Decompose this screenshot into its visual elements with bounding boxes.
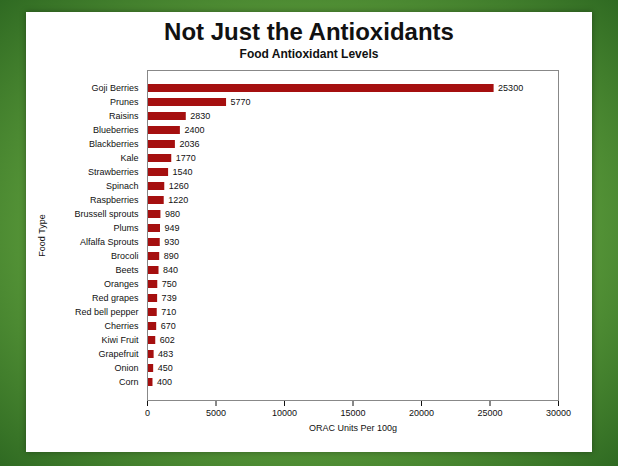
svg-text:5770: 5770	[231, 97, 251, 107]
svg-text:750: 750	[162, 279, 177, 289]
svg-text:15000: 15000	[340, 408, 365, 418]
svg-text:2830: 2830	[190, 111, 210, 121]
svg-text:0: 0	[145, 408, 150, 418]
svg-text:2400: 2400	[184, 125, 204, 135]
svg-text:Corn: Corn	[119, 377, 139, 387]
svg-text:1260: 1260	[169, 181, 189, 191]
svg-text:Brocoli: Brocoli	[111, 251, 139, 261]
svg-text:Blueberries: Blueberries	[93, 125, 139, 135]
svg-text:25000: 25000	[477, 408, 502, 418]
svg-text:Beets: Beets	[115, 265, 139, 275]
svg-text:2036: 2036	[179, 139, 199, 149]
svg-text:949: 949	[165, 223, 180, 233]
svg-text:Oranges: Oranges	[104, 279, 139, 289]
svg-text:10000: 10000	[272, 408, 297, 418]
svg-text:1770: 1770	[176, 153, 196, 163]
svg-text:30000: 30000	[546, 408, 571, 418]
svg-text:890: 890	[164, 251, 179, 261]
svg-text:Strawberries: Strawberries	[88, 167, 139, 177]
svg-text:Blackberries: Blackberries	[89, 139, 139, 149]
svg-text:Food Type: Food Type	[37, 214, 47, 256]
svg-text:400: 400	[157, 377, 172, 387]
svg-text:Kale: Kale	[120, 153, 138, 163]
svg-text:Spinach: Spinach	[106, 181, 139, 191]
svg-text:Raisins: Raisins	[109, 111, 139, 121]
svg-text:Prunes: Prunes	[110, 97, 139, 107]
svg-text:Red grapes: Red grapes	[92, 293, 139, 303]
svg-text:739: 739	[162, 293, 177, 303]
html-text:Food Antioxidant Levels: Food Antioxidant Levels	[239, 47, 379, 61]
svg-text:Red bell pepper: Red bell pepper	[75, 307, 139, 317]
svg-text:1220: 1220	[168, 195, 188, 205]
svg-text:Grapefruit: Grapefruit	[98, 349, 139, 359]
svg-text:602: 602	[160, 335, 175, 345]
svg-text:Plums: Plums	[113, 223, 139, 233]
svg-text:670: 670	[161, 321, 176, 331]
html-text:Not Just the Antioxidants: Not Just the Antioxidants	[164, 18, 454, 45]
svg-text:20000: 20000	[409, 408, 434, 418]
svg-text:Kiwi Fruit: Kiwi Fruit	[101, 335, 139, 345]
svg-text:Alfalfa Sprouts: Alfalfa Sprouts	[80, 237, 139, 247]
svg-text:5000: 5000	[206, 408, 226, 418]
svg-text:ORAC Units Per 100g: ORAC Units Per 100g	[309, 423, 397, 433]
svg-text:710: 710	[161, 307, 176, 317]
svg-text:Cherries: Cherries	[104, 321, 139, 331]
svg-text:25300: 25300	[498, 83, 523, 93]
svg-text:450: 450	[158, 363, 173, 373]
svg-text:980: 980	[165, 209, 180, 219]
svg-text:Goji Berries: Goji Berries	[91, 83, 139, 93]
svg-text:Onion: Onion	[114, 363, 138, 373]
svg-text:483: 483	[158, 349, 173, 359]
svg-text:1540: 1540	[173, 167, 193, 177]
svg-text:930: 930	[164, 237, 179, 247]
svg-text:Raspberries: Raspberries	[90, 195, 139, 205]
svg-text:840: 840	[163, 265, 178, 275]
svg-text:Brussell sprouts: Brussell sprouts	[74, 209, 139, 219]
